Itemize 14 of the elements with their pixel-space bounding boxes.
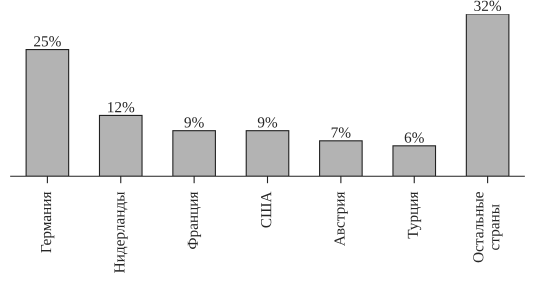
data-label: 9% <box>184 117 204 128</box>
data-label: 7% <box>332 127 351 138</box>
x-tick-label: Турция <box>408 192 422 238</box>
x-tick-label: США <box>261 192 272 228</box>
x-tick-label: Франция <box>188 192 202 249</box>
data-label: 9% <box>258 117 278 128</box>
x-tick-label: Остальные страны <box>473 192 503 262</box>
data-label: 12% <box>108 102 134 112</box>
data-label: 25% <box>34 36 61 47</box>
data-label: 6% <box>404 132 424 143</box>
x-tick-label: Германия <box>41 192 54 253</box>
x-tick-label: Австрия <box>334 192 348 246</box>
x-tick-label: Нидерланды <box>114 192 128 273</box>
data-label: 32% <box>474 0 502 12</box>
